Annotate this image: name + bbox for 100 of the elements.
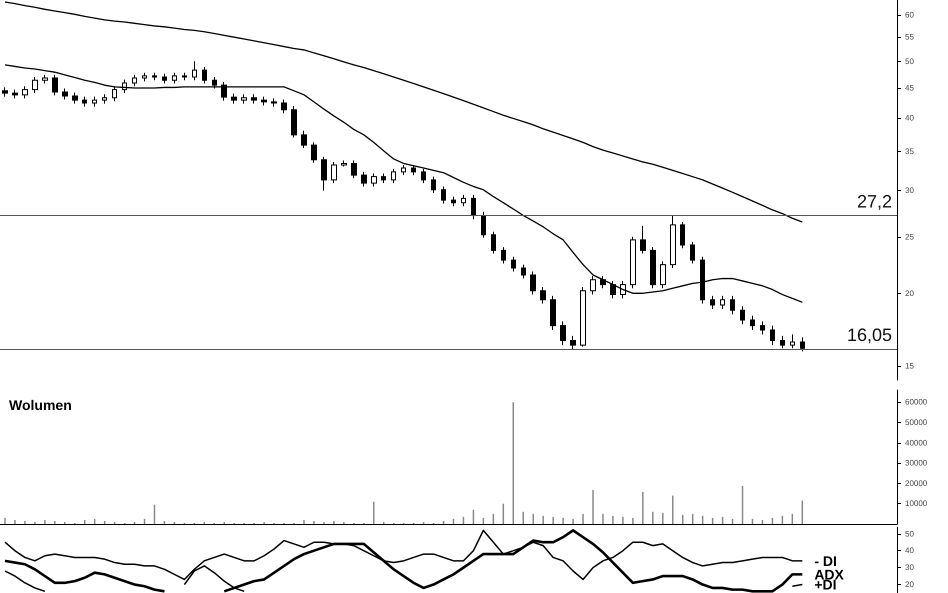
candlestick (570, 335, 576, 350)
candlestick (321, 156, 327, 192)
y-tick-label: 30000 (905, 458, 928, 468)
series-label: - DI (814, 552, 837, 569)
candlestick (241, 94, 247, 104)
candlestick (22, 86, 28, 99)
candlestick (630, 236, 636, 289)
y-tick-label: 50 (905, 56, 914, 66)
candlestick (521, 264, 526, 280)
candlestick (640, 225, 646, 254)
candlestick (461, 194, 466, 207)
y-tick-label: 50 (905, 529, 914, 538)
y-tick-label: 50000 (905, 418, 928, 427)
candlestick (560, 320, 566, 346)
candlestick (580, 286, 586, 348)
y-tick-label: 20000 (905, 478, 928, 488)
candlestick (540, 286, 546, 304)
y-tick-label: 25 (905, 232, 914, 242)
candlestick (271, 98, 277, 108)
candlestick (341, 160, 347, 168)
candlestick (730, 295, 735, 315)
candlestick (710, 295, 715, 310)
candlestick (590, 276, 596, 296)
candlestick (251, 94, 257, 104)
candlestick (291, 106, 297, 138)
y-tick-label: 35 (905, 147, 914, 156)
candlestick (481, 211, 486, 238)
candlestick (102, 94, 107, 104)
line-series (4, 1, 803, 223)
y-tick-label: 60000 (905, 398, 928, 407)
candlestick (391, 168, 396, 184)
candlestick (401, 164, 406, 176)
y-tick-label: 40 (905, 546, 914, 556)
candlestick (261, 96, 267, 106)
candlestick (770, 325, 775, 346)
candlestick (750, 315, 755, 331)
candlestick (650, 246, 656, 289)
candlestick (192, 60, 197, 81)
candlestick (2, 86, 8, 98)
y-tick-label: 40000 (905, 438, 928, 448)
candlestick (550, 295, 556, 331)
y-tick-label: 45 (905, 83, 914, 92)
y-tick-label: 20 (905, 288, 914, 298)
candlestick (511, 256, 516, 272)
candlestick (281, 98, 287, 114)
candlestick (501, 246, 506, 264)
candlestick (680, 222, 685, 249)
candlestick (491, 231, 496, 254)
candlestick (82, 96, 87, 108)
candlestick (660, 260, 666, 289)
ref-line-label: 16,05 (846, 324, 892, 345)
candlestick (720, 295, 725, 310)
y-tick-label: 15 (905, 362, 914, 371)
candlestick (172, 72, 177, 84)
y-tick-label: 30 (905, 186, 914, 196)
candlestick (441, 186, 446, 204)
candlestick (431, 176, 436, 194)
candlestick (301, 130, 307, 149)
candlestick (72, 92, 78, 104)
y-tick-label: 20 (905, 580, 914, 590)
candlestick (411, 164, 416, 176)
candlestick (12, 89, 18, 99)
candlestick (530, 270, 536, 296)
candlestick (132, 74, 137, 87)
candlestick (112, 86, 117, 102)
candlestick (371, 173, 377, 187)
candlestick (690, 241, 695, 264)
candlestick (740, 306, 745, 325)
candlestick (212, 76, 217, 90)
candlestick (351, 160, 357, 179)
candlestick (800, 336, 805, 352)
y-tick-label: 30 (905, 563, 914, 572)
candlestick (202, 66, 207, 84)
y-tick-label: 60 (905, 10, 914, 20)
candlestick (451, 196, 456, 207)
y-tick-label: 40 (905, 113, 914, 122)
candlestick (361, 171, 367, 187)
candlestick (610, 280, 616, 299)
candlestick (421, 168, 426, 184)
candlestick (162, 73, 167, 84)
candlestick (182, 72, 187, 81)
candlestick (52, 74, 58, 96)
candlestick (600, 276, 606, 289)
candlestick (760, 320, 765, 335)
candlestick (311, 142, 317, 164)
candlestick (381, 173, 386, 184)
y-tick-label: 10000 (905, 499, 928, 508)
candlestick (92, 96, 97, 108)
y-tick-label: 55 (905, 32, 914, 42)
candlestick (32, 76, 38, 94)
candlestick (142, 72, 147, 82)
candlestick (780, 335, 785, 349)
candlestick (152, 72, 157, 81)
candlestick (62, 88, 68, 100)
candlestick (471, 194, 476, 220)
candlestick (42, 74, 48, 84)
candlestick (790, 334, 795, 349)
candlestick (221, 81, 227, 102)
ref-line-label: 27,2 (856, 191, 892, 212)
candlestick (670, 214, 676, 269)
